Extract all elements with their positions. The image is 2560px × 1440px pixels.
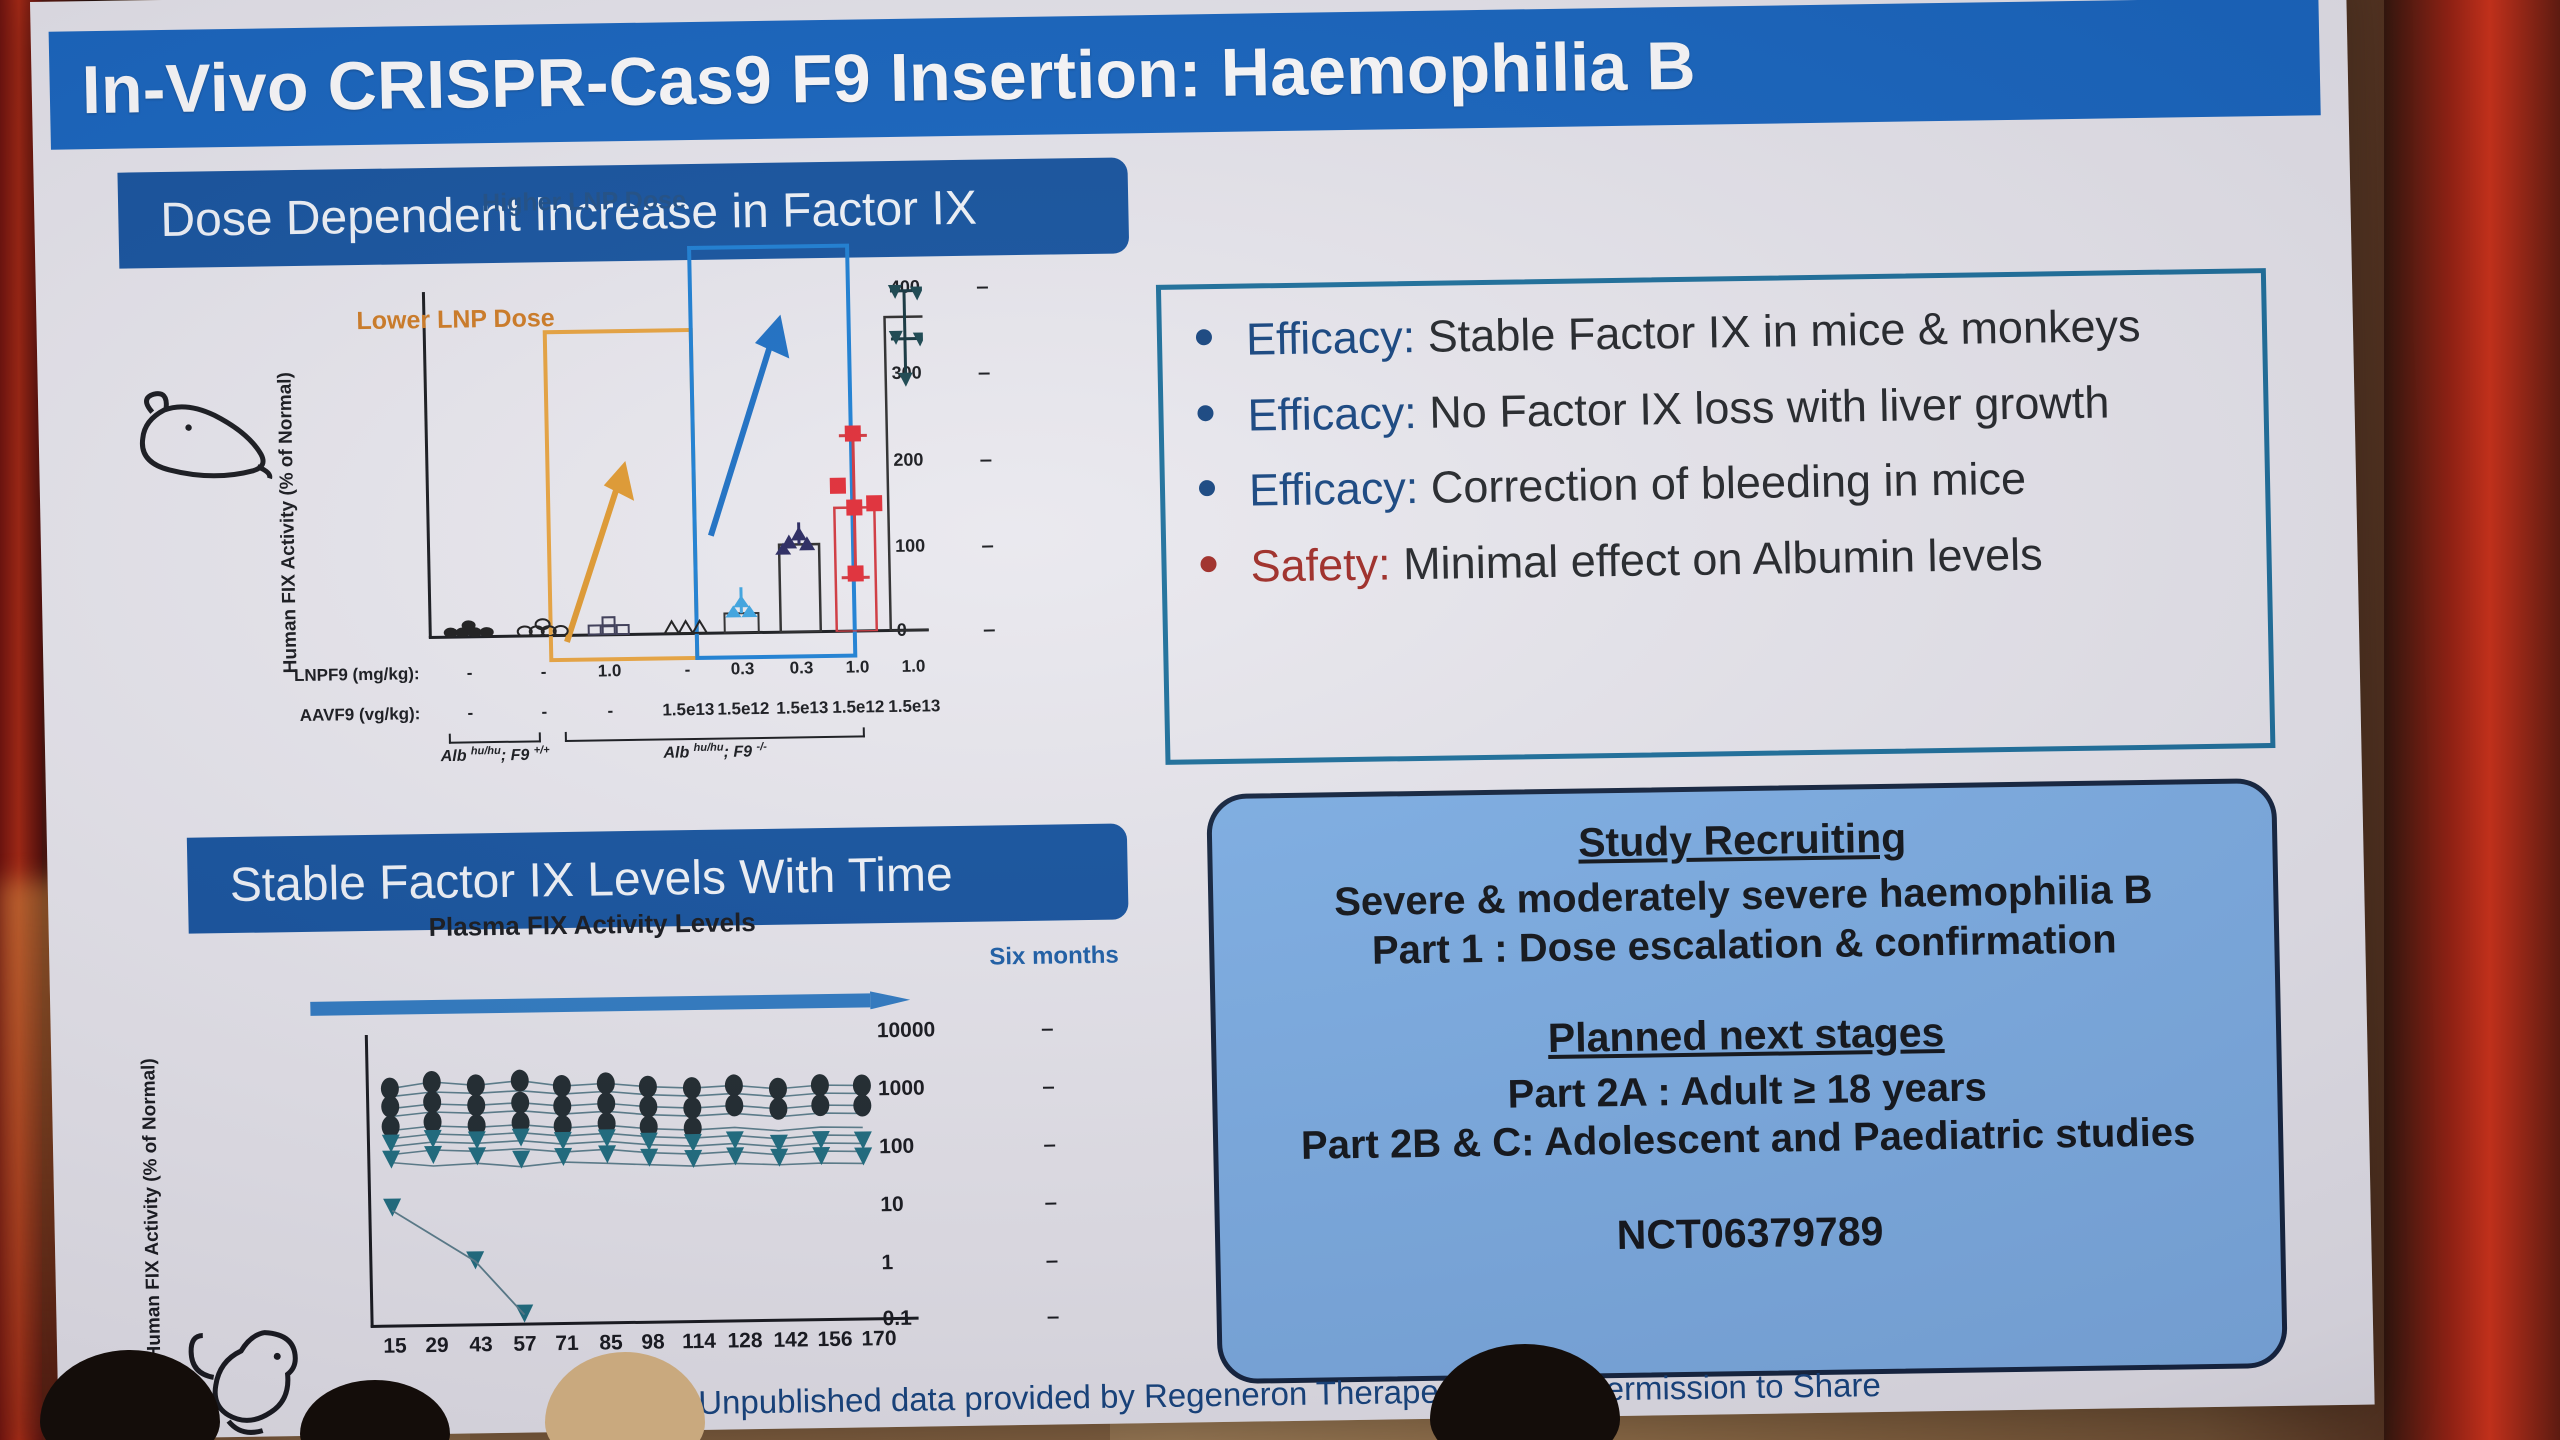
bullet-dot-icon	[1195, 329, 1213, 346]
aavf9-v7: 1.5e12	[832, 697, 885, 717]
xtick-156: 156	[817, 1327, 853, 1352]
key-findings-box: Efficacy: Stable Factor IX in mice & mon…	[1155, 268, 2276, 765]
row-label-aavf9: AAVF9 (vg/kg):	[299, 704, 421, 725]
bullet-body-3: Correction of bleeding in mice	[1417, 452, 2027, 513]
study-line-4: Part 2B & C: Adolescent and Paediatric s…	[1300, 1110, 2196, 1169]
trend-arrow-higher	[707, 314, 790, 537]
bullet-body-2: No Factor IX loss with liver growth	[1416, 375, 2110, 438]
aavf9-v2: -	[541, 702, 548, 722]
row-label-lnpf9: LNPF9 (mg/kg):	[293, 664, 420, 686]
bullet-key-4: Safety:	[1250, 537, 1392, 592]
xtick-29: 29	[425, 1333, 449, 1358]
lnpf9-v3: 1.0	[597, 661, 622, 681]
group-brace-wt	[448, 732, 541, 744]
xtick-142: 142	[773, 1328, 809, 1352]
bullet-text-4: Safety: Minimal effect on Albumin levels	[1250, 528, 2044, 592]
bullet-dot-icon	[1198, 480, 1216, 497]
lnpf9-v7: 1.0	[845, 657, 870, 677]
mouse-icon	[139, 391, 273, 480]
bullet-dot-icon	[1197, 404, 1214, 421]
chart-dose-dependent: Human FIX Activity (% of Normal) 400 300…	[274, 186, 995, 765]
study-nct-number: NCT06379789	[1616, 1208, 1884, 1259]
chart-dose-row-aavf9: AAVF9 (vg/kg): - - - 1.5e13 1.5e12 1.5e1…	[300, 696, 941, 725]
lnpf9-v6: 0.3	[789, 658, 814, 678]
annotation-higher-lnp-dose: Higher LNP Dose	[481, 186, 687, 218]
six-months-arrow	[310, 991, 911, 1016]
aavf9-v4: 1.5e13	[662, 699, 715, 720]
group-brace-label-wt: Alb hu/hu; F9 +/+	[440, 744, 550, 766]
right-curtain	[2384, 0, 2560, 1440]
bullet-key-3: Efficacy:	[1248, 461, 1419, 516]
aavf9-v1: -	[467, 703, 474, 723]
study-line-2: Part 1 : Dose escalation & confirmation	[1371, 917, 2117, 973]
chart-dose-plot	[443, 284, 929, 638]
aavf9-v8: 1.5e13	[888, 696, 941, 717]
xtick-114: 114	[681, 1329, 717, 1354]
xtick-57: 57	[513, 1332, 537, 1356]
chart-time-plot	[380, 1069, 873, 1323]
annotation-six-months: Six months	[989, 941, 1119, 971]
lnpf9-v1: -	[466, 663, 473, 683]
aavf9-v5: 1.5e12	[717, 698, 770, 719]
monkey-icon	[188, 1330, 298, 1435]
group-brace-ko	[564, 727, 865, 742]
xtick-98: 98	[641, 1330, 665, 1354]
bullet-key-2: Efficacy:	[1247, 386, 1418, 441]
lnpf9-v8: 1.0	[901, 656, 926, 676]
chart-plasma-fix: Plasma FIX Activity Levels Six months Hu…	[138, 907, 1119, 1410]
study-recruiting-box: Study Recruiting Severe & moderately sev…	[1206, 777, 2288, 1385]
xtick-170: 170	[861, 1326, 897, 1351]
projected-slide: In-Vivo CRISPR-Cas9 F9 Insertion: Haemop…	[30, 0, 2375, 1440]
xtick-128: 128	[727, 1329, 763, 1353]
bullet-dot-icon	[1200, 555, 1217, 572]
bullet-key-1: Efficacy:	[1245, 311, 1416, 365]
study-recruiting-heading: Study Recruiting	[1577, 814, 1907, 866]
bullet-efficacy-1: Efficacy: Stable Factor IX in mice & mon…	[1161, 273, 2262, 365]
xtick-43: 43	[469, 1333, 493, 1357]
chart-time-ylabel: Human FIX Activity (% of Normal)	[138, 1058, 166, 1360]
group-brace-label-ko: Alb hu/hu; F9 -/-	[663, 740, 767, 762]
study-spacer	[1745, 970, 1746, 1012]
slide-title-bar: In-Vivo CRISPR-Cas9 F9 Insertion: Haemop…	[48, 0, 2321, 150]
chart-dose-ylabel: Human FIX Activity (% of Normal)	[274, 372, 302, 674]
xtick-71: 71	[555, 1331, 579, 1356]
lnpf9-v5: 0.3	[730, 659, 755, 679]
bullet-body-4: Minimal effect on Albumin levels	[1390, 528, 2044, 589]
study-next-stages-heading: Planned next stages	[1547, 1008, 1945, 1061]
page-title: In-Vivo CRISPR-Cas9 F9 Insertion: Haemop…	[81, 27, 1697, 129]
chart-time-title: Plasma FIX Activity Levels	[428, 907, 757, 943]
aavf9-v3: -	[607, 701, 614, 721]
study-line-3: Part 2A : Adult ≥ 18 years	[1507, 1064, 1988, 1117]
panel-heading-stable-label: Stable Factor IX Levels With Time	[229, 847, 954, 912]
lnpf9-v2: -	[540, 662, 547, 682]
trend-arrow-lower	[564, 461, 635, 643]
aavf9-v6: 1.5e13	[776, 697, 829, 718]
xtick-15: 15	[383, 1334, 407, 1358]
lnpf9-v4: -	[684, 660, 691, 680]
